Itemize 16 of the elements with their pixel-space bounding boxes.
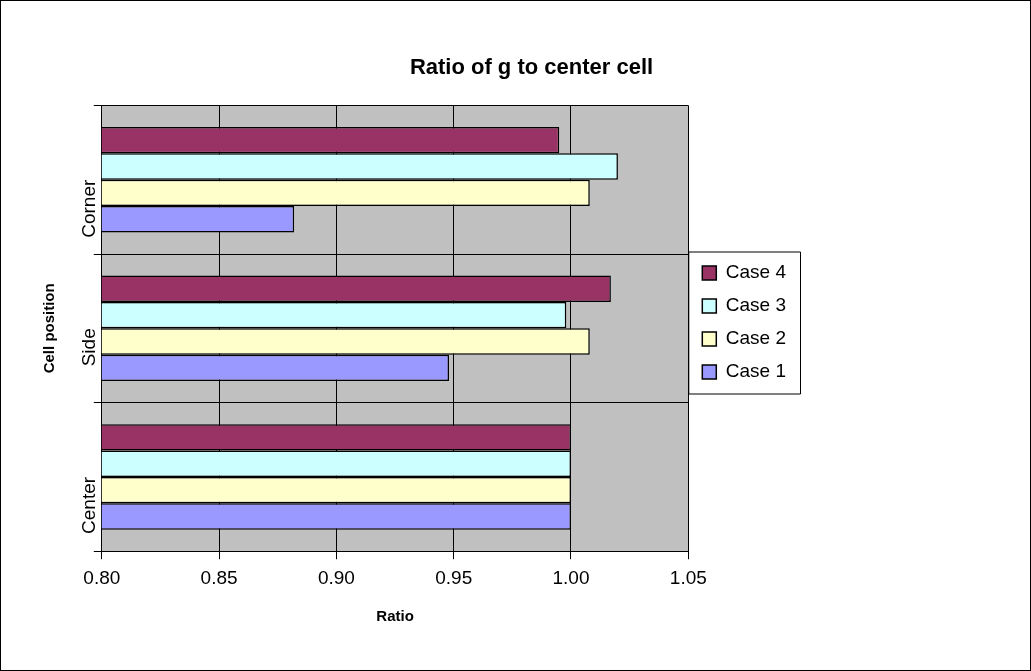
x-tick-label: 0.85 <box>200 566 238 588</box>
chart-title: Ratio of g to center cell <box>409 54 654 80</box>
legend-label: Case 2 <box>725 327 786 349</box>
legend-label: Case 1 <box>725 360 786 382</box>
x-tick-label: 0.95 <box>435 566 473 588</box>
x-tick-label: 1.00 <box>552 566 590 588</box>
y-tick-label: Side <box>78 328 100 367</box>
x-tick-label: 0.90 <box>317 566 355 588</box>
y-tick-label: Center <box>78 476 100 534</box>
y-axis-title: Cell position <box>40 283 58 374</box>
legend-label: Case 4 <box>725 261 787 283</box>
legend-label: Case 3 <box>725 294 786 316</box>
x-axis-title: Ratio <box>376 607 414 625</box>
y-tick-label: Corner <box>78 179 100 238</box>
x-tick-label: 0.80 <box>83 566 121 588</box>
x-tick-label: 1.05 <box>669 566 707 588</box>
